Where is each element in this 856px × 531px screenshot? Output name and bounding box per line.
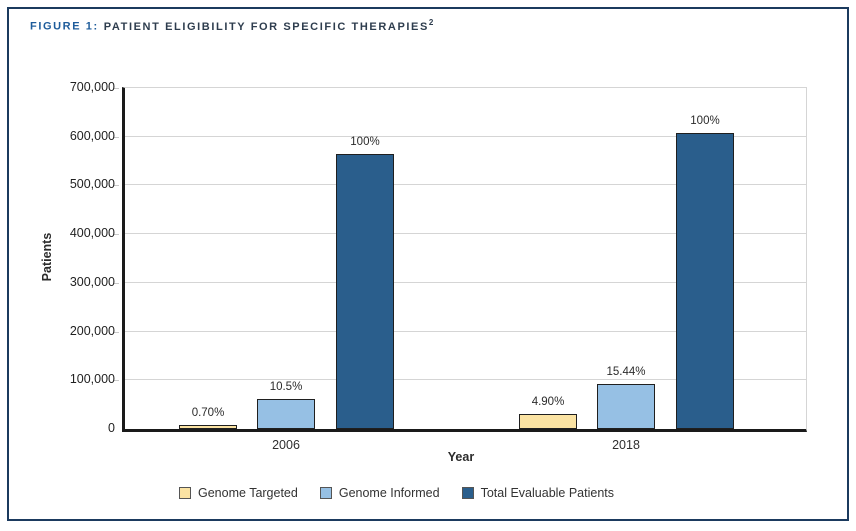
bar-total-evaluable-patients-2006 bbox=[336, 154, 394, 429]
gridline bbox=[125, 331, 806, 332]
bar-value-label: 4.90% bbox=[531, 396, 565, 408]
y-axis-tick bbox=[114, 137, 119, 138]
legend-swatch-genome-targeted bbox=[179, 487, 191, 499]
legend-item: Total Evaluable Patients bbox=[461, 486, 615, 500]
bar-total-evaluable-patients-2018 bbox=[676, 133, 734, 429]
figure-title-prefix: FIGURE 1: bbox=[30, 20, 99, 33]
bar-value-label: 10.5% bbox=[269, 381, 303, 393]
legend: Genome Targeted Genome Informed Total Eval… bbox=[179, 486, 614, 500]
y-tick-label: 300,000 bbox=[69, 275, 115, 289]
gridline bbox=[125, 282, 806, 283]
y-axis-tick bbox=[114, 332, 119, 333]
bar-value-label: 0.70% bbox=[191, 407, 225, 419]
figure-title-superscript: 2 bbox=[428, 18, 434, 27]
gridline bbox=[125, 184, 806, 185]
y-tick-label: 500,000 bbox=[69, 177, 115, 191]
legend-item: Genome Targeted bbox=[179, 486, 298, 500]
y-axis-tick bbox=[114, 88, 119, 89]
x-category-label: 2006 bbox=[272, 438, 300, 452]
y-axis-tick bbox=[114, 185, 119, 186]
bar-genome-informed-2006 bbox=[257, 399, 315, 429]
y-axis-tick bbox=[114, 283, 119, 284]
bar-genome-informed-2018 bbox=[597, 384, 655, 429]
y-tick-label: 600,000 bbox=[69, 129, 115, 143]
figure-title: FIGURE 1: PATIENT ELIGIBILITY FOR SPECIFI… bbox=[30, 18, 433, 33]
figure-card: FIGURE 1: PATIENT ELIGIBILITY FOR SPECIFI… bbox=[7, 7, 849, 521]
legend-swatch-genome-informed bbox=[319, 487, 332, 499]
legend-label: Total Evaluable Patients bbox=[480, 486, 615, 500]
y-tick-label: 200,000 bbox=[69, 324, 115, 338]
gridline bbox=[125, 379, 806, 380]
x-axis-title: Year bbox=[447, 450, 475, 464]
gridline bbox=[125, 233, 806, 234]
bar-genome-targeted-2018 bbox=[519, 414, 577, 429]
y-tick-label: 700,000 bbox=[69, 80, 115, 94]
legend-label: Genome Targeted bbox=[198, 486, 298, 500]
legend-item: Genome Informed bbox=[319, 486, 440, 500]
y-tick-label: 400,000 bbox=[69, 226, 115, 240]
legend-swatch-total-evaluable-patients bbox=[461, 487, 474, 499]
bar-value-label: 15.44% bbox=[606, 366, 646, 378]
bar-value-label: 100% bbox=[350, 136, 380, 148]
x-category-label: 2018 bbox=[612, 438, 640, 452]
legend-label: Genome Informed bbox=[338, 486, 440, 500]
y-axis-title: Patients bbox=[40, 232, 54, 282]
bar-genome-targeted-2006 bbox=[179, 425, 237, 429]
figure-title-main: PATIENT ELIGIBILITY FOR SPECIFIC THERAPI… bbox=[103, 20, 429, 33]
gridline bbox=[125, 136, 806, 137]
bar-value-label: 100% bbox=[690, 115, 720, 127]
y-axis-tick bbox=[114, 234, 119, 235]
y-tick-label: 100,000 bbox=[69, 372, 115, 386]
y-axis-tick bbox=[114, 380, 119, 381]
y-tick-label: 0 bbox=[108, 421, 115, 435]
